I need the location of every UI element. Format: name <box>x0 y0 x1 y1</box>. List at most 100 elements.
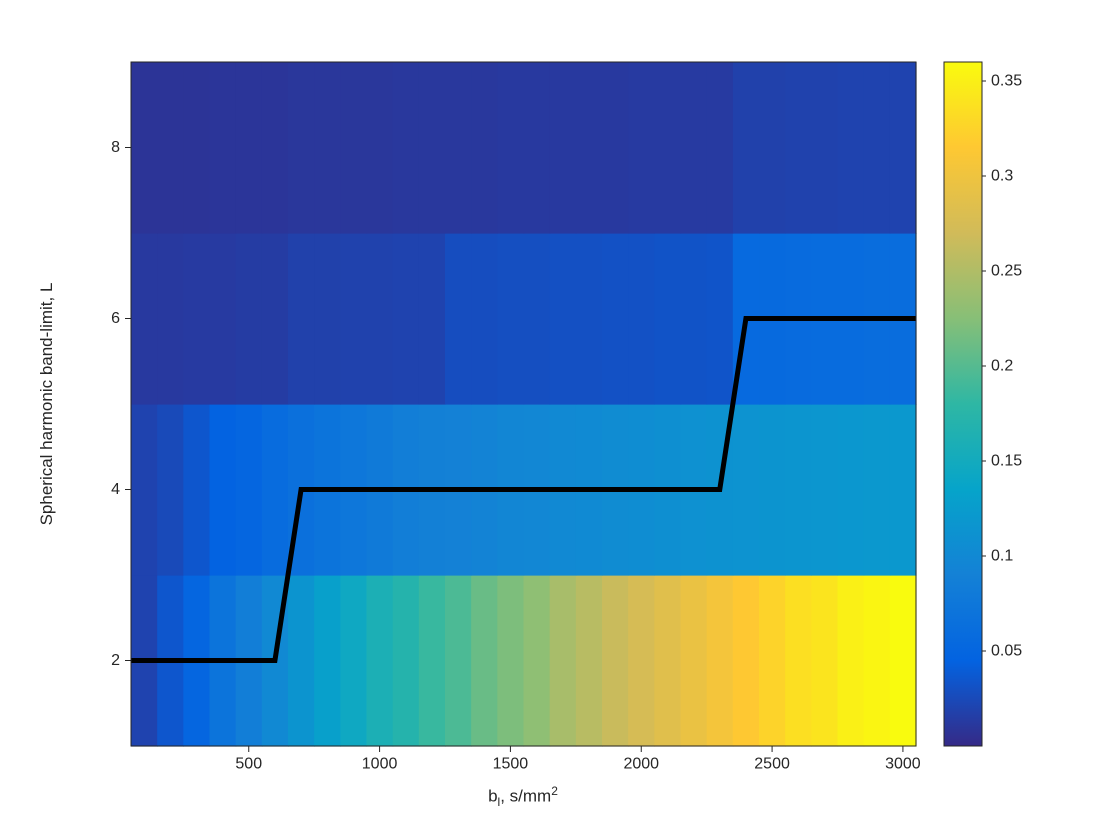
heatmap-cell <box>471 233 498 405</box>
heatmap-cell <box>497 575 525 747</box>
heatmap-cell <box>863 404 891 576</box>
heatmap-cell <box>288 233 315 405</box>
heatmap-cell <box>628 62 655 234</box>
heatmap-cell <box>575 62 603 234</box>
heatmap-cell <box>680 62 708 234</box>
x-tick-label: 2000 <box>623 755 659 772</box>
heatmap-cell <box>235 62 263 234</box>
x-axis-label-base: b <box>488 786 498 806</box>
heatmap-cell <box>732 575 760 747</box>
heatmap-cell <box>314 233 341 405</box>
heatmap-cell <box>654 575 682 747</box>
heatmap-cell <box>366 233 394 405</box>
heatmap-cell <box>288 62 315 234</box>
heatmap-cell <box>811 62 839 234</box>
heatmap-cell <box>759 575 786 747</box>
heatmap-cell <box>183 62 211 234</box>
heatmap-cell <box>837 575 865 747</box>
colorbar <box>943 61 983 747</box>
heatmap-cell <box>602 62 629 234</box>
y-tick-label: 6 <box>111 310 120 327</box>
heatmap-cell <box>837 404 865 576</box>
colorbar-tick-label: 0.05 <box>991 643 1022 660</box>
heatmap-cell <box>392 575 420 747</box>
heatmap-cell <box>183 404 211 576</box>
heatmap-cell <box>392 233 420 405</box>
heatmap-cell <box>889 62 917 234</box>
heatmap-cell <box>445 575 472 747</box>
heatmap-cell <box>131 233 158 405</box>
heatmap-cell <box>549 575 577 747</box>
heatmap-cell <box>732 404 760 576</box>
x-tick-label: 1000 <box>362 755 398 772</box>
heatmap-cell <box>523 233 551 405</box>
heatmap-cell <box>549 233 577 405</box>
heatmap-cell <box>392 62 420 234</box>
heatmap-cell <box>314 62 341 234</box>
y-tick-label: 8 <box>111 139 120 156</box>
heatmap-cell <box>549 62 577 234</box>
heatmap-cell <box>418 62 446 234</box>
heatmap-cell <box>497 62 525 234</box>
x-tick-label: 1500 <box>493 755 529 772</box>
heatmap-cell <box>209 233 237 405</box>
heatmap-cell <box>575 233 603 405</box>
y-tick-label: 2 <box>111 652 120 669</box>
y-axis-label: Spherical harmonic band-limit, L <box>37 282 56 526</box>
x-tick-label: 3000 <box>885 755 921 772</box>
colorbar-tick-label: 0.3 <box>991 168 1013 185</box>
heatmap-cells <box>131 62 917 747</box>
heatmap-cell <box>235 404 263 576</box>
heatmap-cell <box>314 575 341 747</box>
heatmap-cell <box>340 62 368 234</box>
heatmap-cell <box>654 62 682 234</box>
heatmap-cell <box>785 404 812 576</box>
colorbar-tick-label: 0.35 <box>991 73 1022 90</box>
heatmap-cell <box>837 62 865 234</box>
heatmap-cell <box>209 404 237 576</box>
y-axis-ticks: 2 4 6 8 <box>111 139 131 669</box>
heatmap-cell <box>523 575 551 747</box>
heatmap-cell <box>445 62 472 234</box>
heatmap-cell <box>785 62 812 234</box>
heatmap-cell <box>863 575 891 747</box>
y-tick-label: 4 <box>111 481 120 498</box>
heatmap-cell <box>471 62 498 234</box>
colorbar-ticks: 0.05 0.1 0.15 0.2 0.25 0.3 0.35 <box>982 73 1022 660</box>
heatmap-cell <box>706 233 734 405</box>
heatmap-cell <box>889 404 917 576</box>
x-axis-label-mid: , s/mm <box>500 786 552 806</box>
heatmap-cell <box>209 62 237 234</box>
heatmap-cell <box>759 404 786 576</box>
heatmap-cell <box>418 575 446 747</box>
heatmap-cell <box>706 62 734 234</box>
heatmap-cell <box>366 62 394 234</box>
colorbar-tick-label: 0.25 <box>991 263 1022 280</box>
heatmap-cell <box>131 62 158 234</box>
heatmap-cell <box>340 233 368 405</box>
colorbar-tick-label: 0.1 <box>991 548 1013 565</box>
heatmap-cell <box>785 575 812 747</box>
heatmap-cell <box>131 404 158 576</box>
colorbar-tick-label: 0.15 <box>991 453 1022 470</box>
heatmap-cell <box>811 575 839 747</box>
heatmap-cell <box>157 62 184 234</box>
heatmap-cell <box>680 233 708 405</box>
heatmap-cell <box>497 233 525 405</box>
heatmap-cell <box>706 575 734 747</box>
heatmap-cell <box>183 233 211 405</box>
colorbar-tick-label: 0.2 <box>991 358 1013 375</box>
heatmap-cell <box>654 233 682 405</box>
x-axis-ticks: 500 1000 1500 2000 2500 3000 <box>235 746 921 772</box>
heatmap-cell <box>602 233 629 405</box>
heatmap-cell <box>811 404 839 576</box>
heatmap-cell <box>863 62 891 234</box>
x-axis-label: bl, s/mm2 <box>488 784 558 809</box>
heatmap-cell <box>340 575 368 747</box>
x-tick-label: 2500 <box>754 755 790 772</box>
plot-border <box>130 61 917 747</box>
heatmap-cell <box>628 575 655 747</box>
heatmap-cell <box>157 233 184 405</box>
